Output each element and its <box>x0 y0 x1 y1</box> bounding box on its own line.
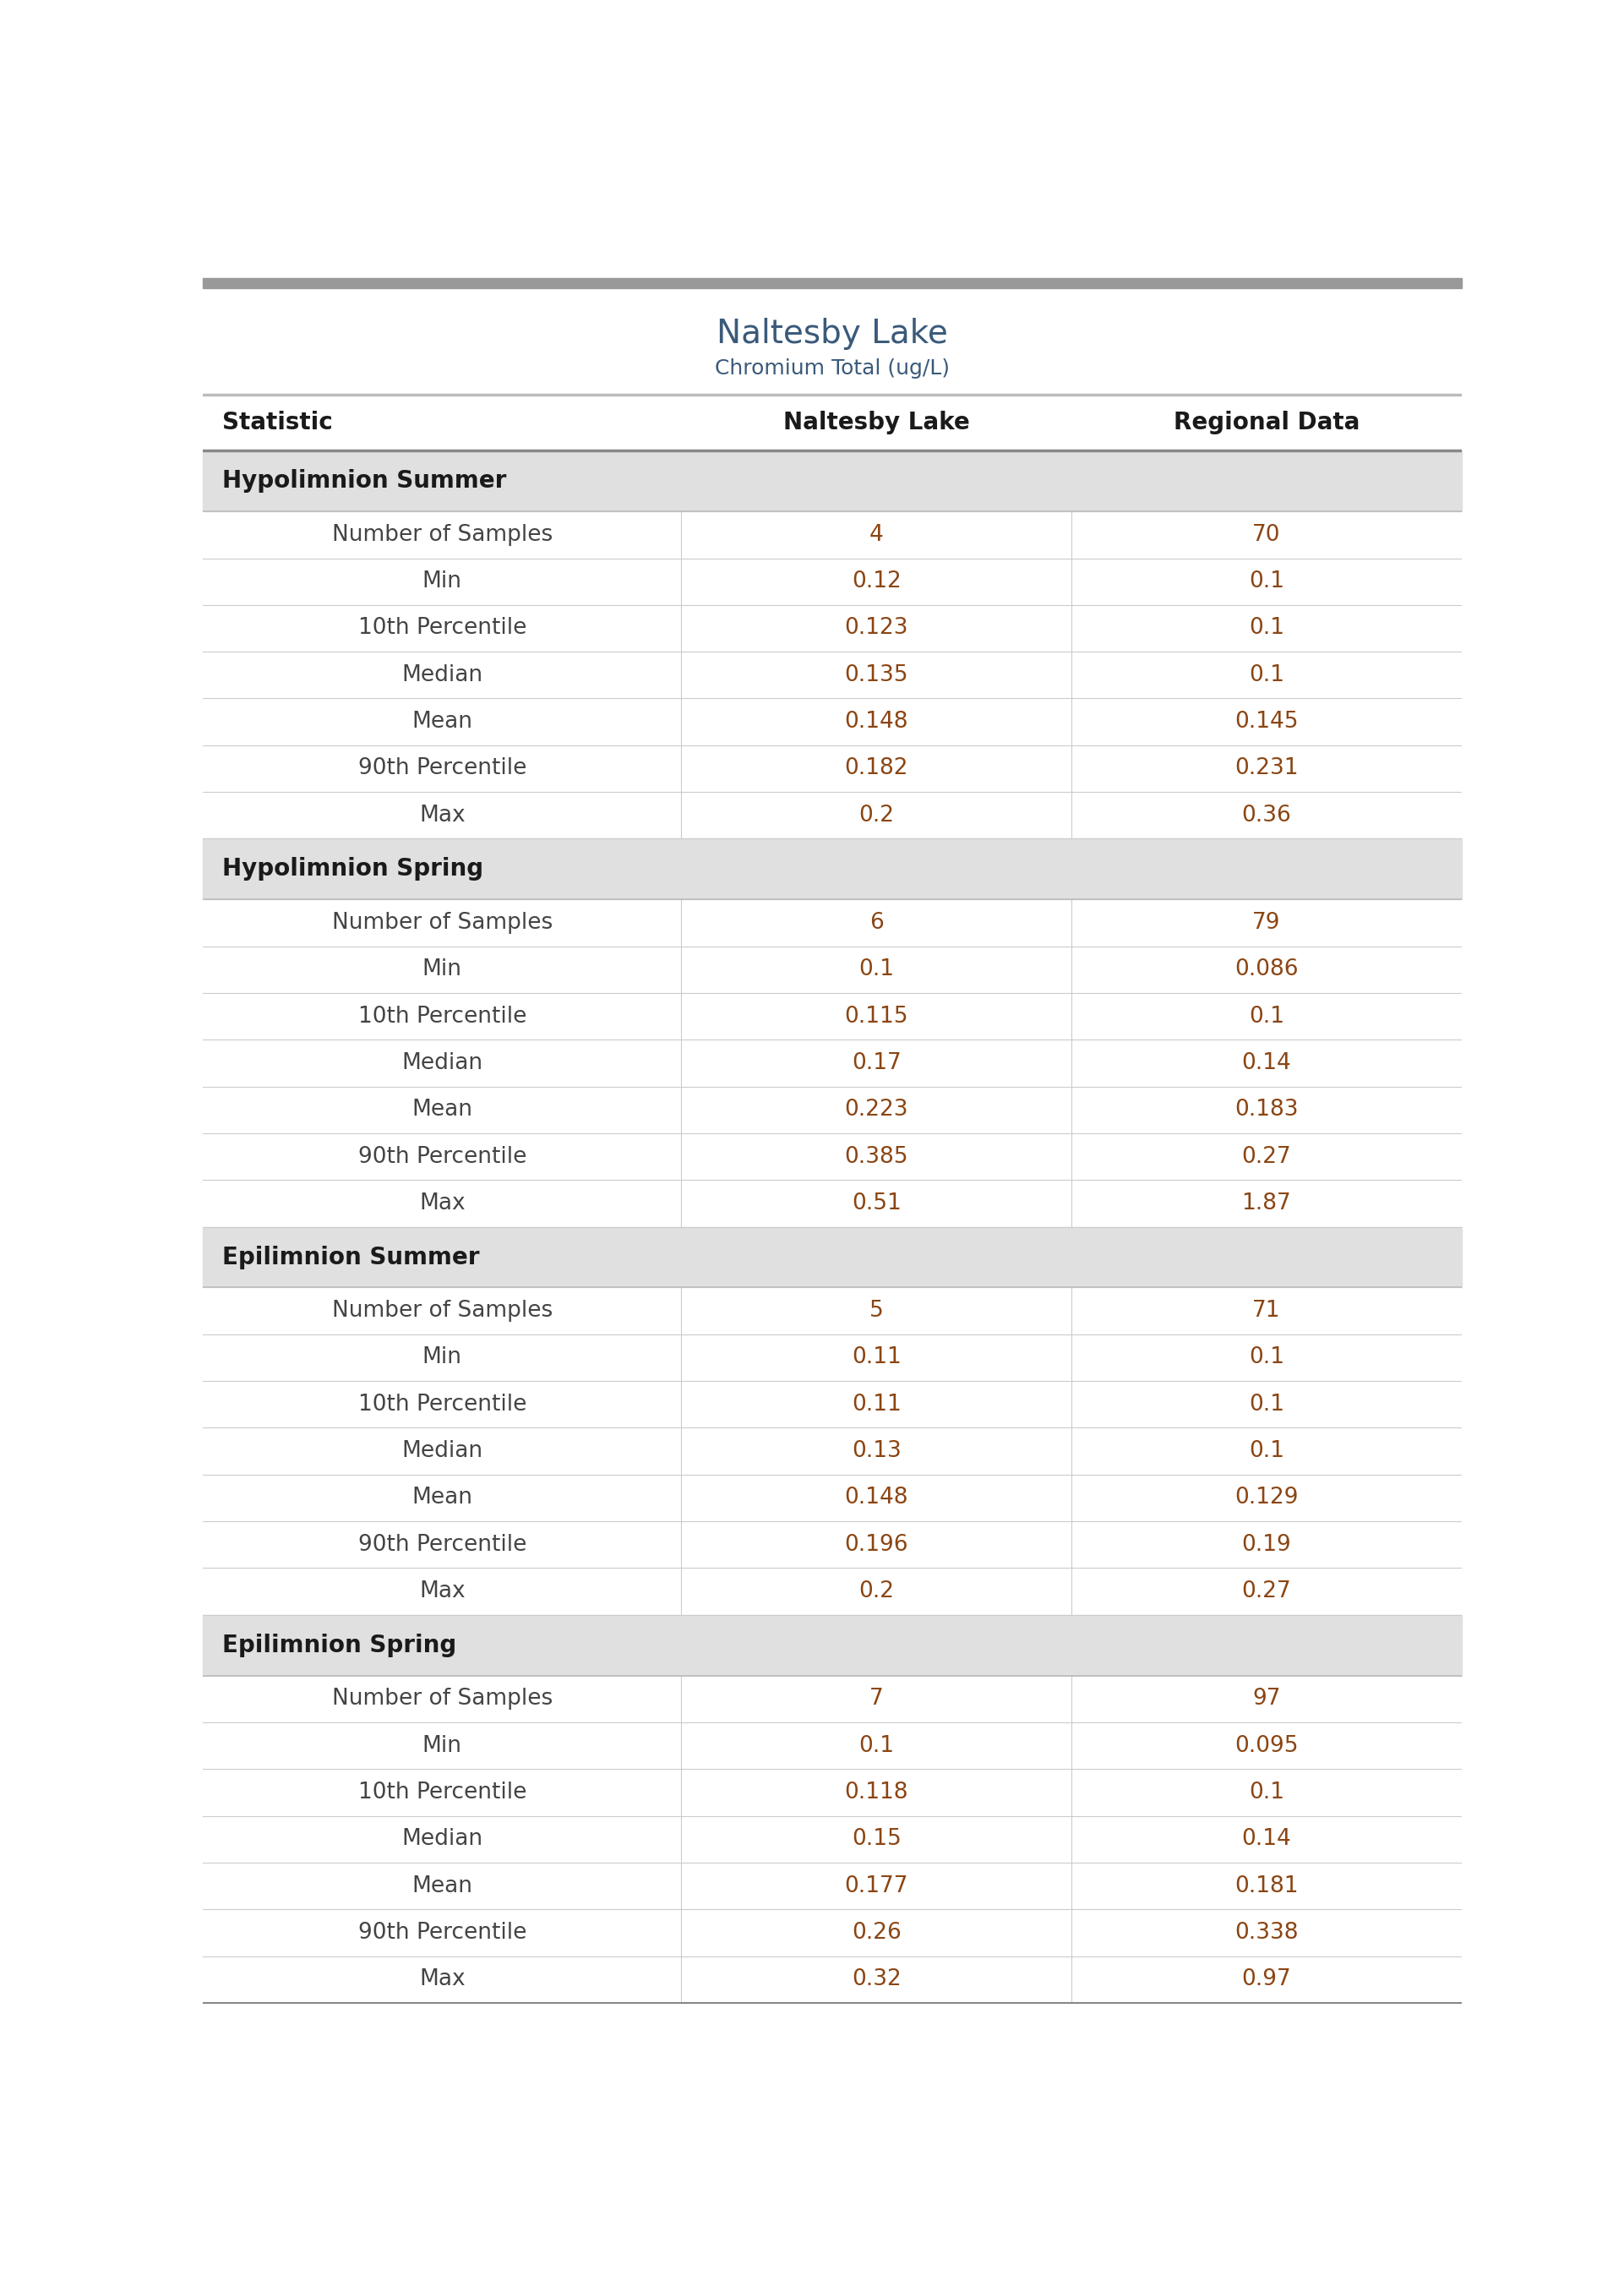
Text: 0.97: 0.97 <box>1242 1968 1291 1991</box>
Text: 0.2: 0.2 <box>859 804 895 826</box>
Text: Epilimnion Spring: Epilimnion Spring <box>222 1634 456 1657</box>
Text: 0.196: 0.196 <box>844 1535 908 1555</box>
Text: 71: 71 <box>1252 1301 1281 1321</box>
Text: 10th Percentile: 10th Percentile <box>357 1782 526 1802</box>
Text: 5: 5 <box>869 1301 883 1321</box>
Text: 0.095: 0.095 <box>1234 1734 1299 1757</box>
Text: 0.145: 0.145 <box>1234 711 1299 733</box>
Text: 7: 7 <box>869 1689 883 1709</box>
Text: Regional Data: Regional Data <box>1174 411 1359 434</box>
Text: 0.148: 0.148 <box>844 711 908 733</box>
Text: 0.27: 0.27 <box>1242 1146 1291 1167</box>
Text: 10th Percentile: 10th Percentile <box>357 1394 526 1416</box>
Text: 0.338: 0.338 <box>1234 1923 1299 1943</box>
Text: 0.148: 0.148 <box>844 1487 908 1510</box>
Text: 4: 4 <box>869 524 883 545</box>
Text: 0.223: 0.223 <box>844 1099 908 1121</box>
Text: 0.1: 0.1 <box>1249 1439 1285 1462</box>
Text: 0.118: 0.118 <box>844 1782 908 1802</box>
Text: 0.182: 0.182 <box>844 758 908 779</box>
Text: 0.2: 0.2 <box>859 1580 895 1603</box>
Text: 10th Percentile: 10th Percentile <box>357 1006 526 1028</box>
Text: 0.115: 0.115 <box>844 1006 908 1028</box>
Text: Number of Samples: Number of Samples <box>331 1301 552 1321</box>
Text: Naltesby Lake: Naltesby Lake <box>783 411 970 434</box>
Text: 0.19: 0.19 <box>1242 1535 1291 1555</box>
Text: Chromium Total (ug/L): Chromium Total (ug/L) <box>715 359 950 379</box>
Text: 90th Percentile: 90th Percentile <box>357 1535 526 1555</box>
Text: 0.1: 0.1 <box>859 1734 895 1757</box>
Text: Max: Max <box>419 1580 464 1603</box>
Text: 0.11: 0.11 <box>851 1346 901 1369</box>
Text: 0.1: 0.1 <box>1249 1346 1285 1369</box>
Text: 0.181: 0.181 <box>1234 1875 1299 1898</box>
Text: Mean: Mean <box>412 711 473 733</box>
Text: Number of Samples: Number of Samples <box>331 524 552 545</box>
Text: 10th Percentile: 10th Percentile <box>357 617 526 640</box>
Text: Median: Median <box>401 1439 482 1462</box>
Text: Max: Max <box>419 804 464 826</box>
Text: Max: Max <box>419 1192 464 1214</box>
Bar <box>203 1226 1462 1287</box>
Bar <box>203 1614 1462 1675</box>
Text: 0.231: 0.231 <box>1234 758 1299 779</box>
Text: Number of Samples: Number of Samples <box>331 1689 552 1709</box>
Text: 0.123: 0.123 <box>844 617 908 640</box>
Text: Median: Median <box>401 665 482 686</box>
Text: 0.1: 0.1 <box>1249 1782 1285 1802</box>
Text: 0.51: 0.51 <box>851 1192 901 1214</box>
Text: Hypolimnion Spring: Hypolimnion Spring <box>222 858 482 881</box>
Text: Max: Max <box>419 1968 464 1991</box>
Text: 6: 6 <box>869 913 883 933</box>
Text: 0.15: 0.15 <box>851 1827 901 1850</box>
Text: 1.87: 1.87 <box>1242 1192 1291 1214</box>
Text: 0.32: 0.32 <box>851 1968 901 1991</box>
Text: 0.1: 0.1 <box>1249 617 1285 640</box>
Text: Min: Min <box>422 958 461 981</box>
Text: 79: 79 <box>1252 913 1281 933</box>
Text: Number of Samples: Number of Samples <box>331 913 552 933</box>
Text: 0.17: 0.17 <box>851 1051 901 1074</box>
Text: Hypolimnion Summer: Hypolimnion Summer <box>222 470 507 493</box>
Text: Statistic: Statistic <box>222 411 333 434</box>
Text: 0.13: 0.13 <box>851 1439 901 1462</box>
Text: Median: Median <box>401 1051 482 1074</box>
Text: Min: Min <box>422 570 461 592</box>
Text: 90th Percentile: 90th Percentile <box>357 1146 526 1167</box>
Text: 0.135: 0.135 <box>844 665 908 686</box>
Text: 0.183: 0.183 <box>1234 1099 1299 1121</box>
Text: 0.14: 0.14 <box>1242 1051 1291 1074</box>
Text: 90th Percentile: 90th Percentile <box>357 1923 526 1943</box>
Text: 70: 70 <box>1252 524 1281 545</box>
Bar <box>203 277 1462 288</box>
Text: 0.11: 0.11 <box>851 1394 901 1416</box>
Text: Min: Min <box>422 1346 461 1369</box>
Text: Median: Median <box>401 1827 482 1850</box>
Text: 0.177: 0.177 <box>844 1875 908 1898</box>
Text: 0.129: 0.129 <box>1234 1487 1299 1510</box>
Text: Epilimnion Summer: Epilimnion Summer <box>222 1246 479 1269</box>
Text: 0.1: 0.1 <box>1249 1006 1285 1028</box>
Text: 0.1: 0.1 <box>859 958 895 981</box>
Text: Mean: Mean <box>412 1875 473 1898</box>
Text: 0.36: 0.36 <box>1242 804 1291 826</box>
Text: 90th Percentile: 90th Percentile <box>357 758 526 779</box>
Bar <box>203 452 1462 511</box>
Text: Naltesby Lake: Naltesby Lake <box>716 318 948 350</box>
Text: 0.1: 0.1 <box>1249 665 1285 686</box>
Text: 0.27: 0.27 <box>1242 1580 1291 1603</box>
Text: Mean: Mean <box>412 1487 473 1510</box>
Text: 0.1: 0.1 <box>1249 570 1285 592</box>
Text: Min: Min <box>422 1734 461 1757</box>
Text: 0.385: 0.385 <box>844 1146 908 1167</box>
Text: Mean: Mean <box>412 1099 473 1121</box>
Bar <box>203 838 1462 899</box>
Text: 0.14: 0.14 <box>1242 1827 1291 1850</box>
Text: 0.12: 0.12 <box>851 570 901 592</box>
Text: 0.1: 0.1 <box>1249 1394 1285 1416</box>
Text: 0.086: 0.086 <box>1234 958 1299 981</box>
Text: 0.26: 0.26 <box>851 1923 901 1943</box>
Text: 97: 97 <box>1252 1689 1281 1709</box>
